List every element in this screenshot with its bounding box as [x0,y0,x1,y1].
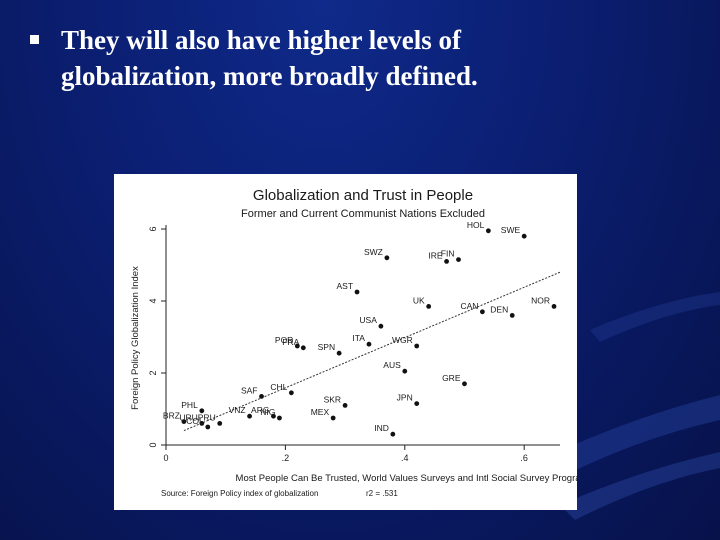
point-label-brz: BRZ [163,411,180,421]
y-axis-label: Foreign Policy Globalization Index [130,266,141,410]
y-tick-label: 0 [148,442,158,447]
point-phl [199,408,205,414]
point-pru [217,421,223,426]
point-jpn [414,401,420,406]
point-fin [456,257,461,262]
y-tick-label: 4 [148,298,158,303]
point-label-aus: AUS [383,360,401,370]
point-ire [444,259,449,264]
point-label-pru: PRU [198,412,216,422]
point-por [294,343,300,349]
bullet-text: They will also have higher levels of glo… [61,25,478,91]
chart-panel: Globalization and Trust in People Former… [114,174,577,510]
point-label-por: POR [275,335,293,345]
bullet-row: They will also have higher levels of glo… [30,22,690,94]
point-spn [336,350,342,356]
point-can [479,309,485,315]
x-tick-label: .6 [520,453,528,463]
point-ast [354,289,360,295]
point-den [509,313,515,318]
point-aus [402,368,408,374]
point-label-phl: PHL [181,400,198,410]
point-mex [330,415,336,421]
point-label-skr: SKR [324,394,341,404]
point-label-usa: USA [359,315,377,325]
point-label-den: DEN [490,304,508,314]
point-wgr [414,343,420,349]
r2-note: r2 = .531 [366,489,398,498]
fit-line-layer [183,271,561,432]
x-tick-label: .4 [401,453,409,463]
point-chl [288,390,294,396]
x-tick-label: .2 [282,453,290,463]
point-label-wgr: WGR [392,335,413,345]
point-label-mex: MEX [311,407,330,417]
point-label-fra: FRA [282,337,299,347]
point-label-hol: HOL [467,220,485,230]
point-usa [378,323,384,329]
point-label-chl: CHL [270,382,287,392]
fit-line [183,271,561,432]
bullet-square-icon [30,35,39,44]
point-label-nor: NOR [531,295,550,305]
point-arg [271,413,276,419]
x-axis-label: Most People Can Be Trusted, World Values… [236,473,577,484]
point-brz [181,419,187,424]
point-label-jpn: JPN [397,393,413,403]
point-label-ast: AST [336,281,353,291]
point-label-swe: SWE [501,225,521,235]
point-label-can: CAN [460,301,478,311]
source-note: Source: Foreign Policy index of globaliz… [161,489,318,498]
point-col [205,424,211,430]
point-label-arg: ARG [251,405,269,415]
point-fra [300,345,306,351]
point-label-col: COL [186,416,204,426]
point-nor [551,304,557,309]
y-tick-label: 6 [148,226,158,231]
point-label-spn: SPN [318,342,335,352]
point-label-swz: SWZ [364,247,383,257]
point-label-ind: IND [374,423,389,433]
point-label-ita: ITA [352,333,365,343]
point-skr [342,403,348,408]
point-label-nig: NIG [260,407,275,417]
point-label-fin: FIN [441,249,455,259]
point-ind [390,431,396,437]
point-saf [259,394,264,399]
point-swz [384,255,390,261]
x-tick-label: 0 [163,453,168,463]
point-label-uru: URU [179,412,197,422]
point-label-vnz: VNZ [229,405,246,415]
point-nig [277,415,282,421]
axes-layer: 0 2 4 6 0 .2 .4 .6 [148,225,560,463]
point-hol [485,228,491,234]
point-label-gre: GRE [442,373,461,383]
point-uru [199,421,205,426]
point-gre [462,381,467,387]
chart-subtitle: Former and Current Communist Nations Exc… [241,208,485,220]
point-uk [426,304,432,309]
point-vnz [247,413,252,419]
point-label-saf: SAF [241,385,258,395]
point-swe [521,233,527,239]
chart-title: Globalization and Trust in People [253,187,473,204]
scatter-chart: Globalization and Trust in People Former… [130,187,577,498]
point-ita [366,341,372,347]
point-label-uk: UK [413,295,425,305]
y-tick-label: 2 [148,370,158,375]
point-label-ire: IRE [428,250,443,260]
